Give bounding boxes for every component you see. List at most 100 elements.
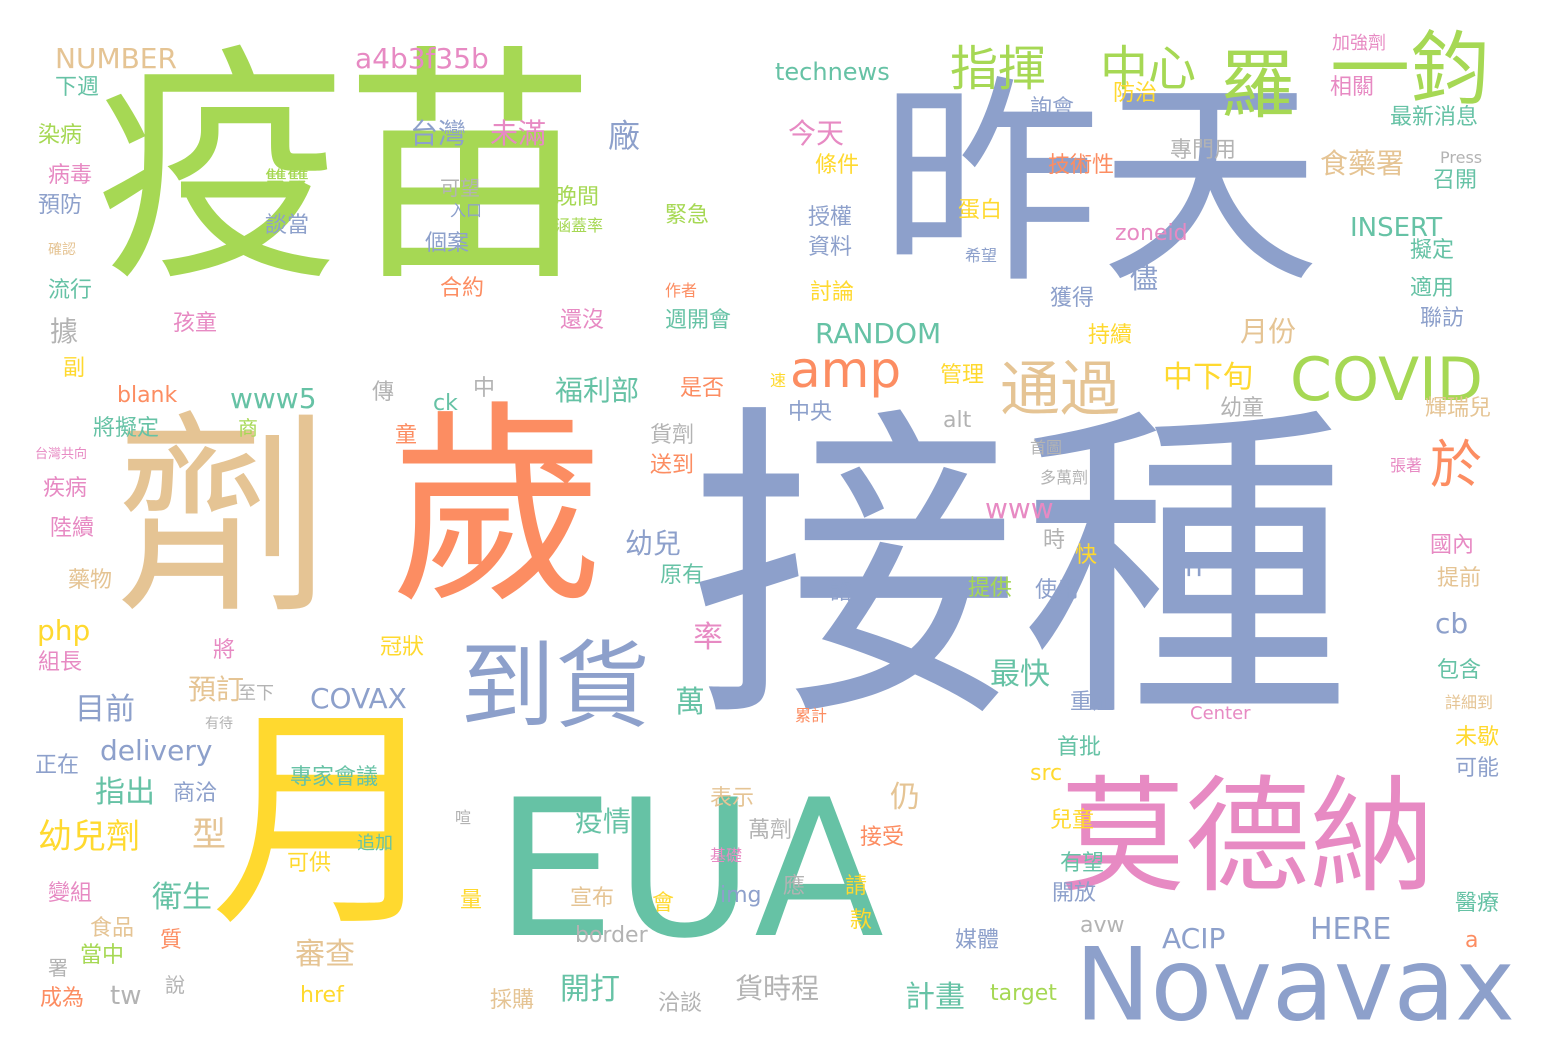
word: 涵蓋率 (555, 216, 604, 235)
word: 可供 (287, 851, 332, 876)
word: 入口 (450, 201, 483, 220)
word: 開放 (1052, 881, 1097, 906)
word: php (37, 614, 91, 647)
word: 成為 (40, 986, 85, 1011)
word: 仍 (890, 780, 920, 815)
word: 食品 (90, 916, 135, 941)
word: 廠 (608, 117, 641, 155)
word: 相關 (1330, 75, 1375, 100)
word: 型 (192, 815, 226, 855)
word: 幼兒劑 (38, 817, 140, 857)
word: 有待 (205, 716, 233, 732)
word: Center (1190, 703, 1251, 724)
word: 莫德納 (1060, 765, 1435, 910)
word: INSERT (1350, 213, 1443, 243)
word: 貨劑 (650, 423, 695, 448)
word: 計畫 (905, 980, 965, 1015)
word: 包含 (1437, 658, 1482, 683)
word: src (1030, 761, 1063, 786)
word: 指揮 (950, 41, 1047, 97)
word: 累計 (795, 706, 828, 725)
word: 雙雙 (265, 168, 310, 193)
word: ACIP (1162, 922, 1226, 955)
word: a4b3f35b (355, 42, 489, 75)
word: 衛生 (152, 880, 212, 915)
word: 未滿 (490, 117, 547, 150)
word: 重症 (1070, 690, 1115, 715)
word: 談當 (265, 213, 310, 238)
word: 將擬定 (93, 416, 160, 441)
word: COVAX (310, 682, 407, 715)
word: 管理 (940, 363, 985, 388)
word: 昨天 (880, 57, 1321, 313)
word: 量 (460, 888, 483, 913)
word: tw (110, 981, 142, 1011)
word: 孩童 (173, 311, 218, 336)
word: alt (943, 408, 972, 433)
word: 有望 (1060, 851, 1105, 876)
word: target (990, 981, 1057, 1006)
word: 使用 (1035, 578, 1080, 603)
word: 詳細到 (1445, 693, 1494, 712)
word: 送到 (650, 453, 695, 478)
word: 可望 (440, 176, 480, 200)
word: 採購 (490, 988, 535, 1013)
word: HERE (1310, 912, 1392, 947)
word: 希望 (965, 246, 998, 265)
word: border (575, 923, 648, 948)
word: 預防 (38, 193, 83, 218)
word: 至下 (238, 683, 274, 704)
word: Novavax (1075, 926, 1515, 1044)
word: 防治 (1113, 81, 1158, 106)
word: 原有 (660, 563, 705, 588)
word: 目前 (75, 692, 135, 727)
word: 多萬劑 (1040, 468, 1089, 487)
word: 最快 (990, 657, 1050, 692)
word: delivery (100, 734, 213, 767)
word: 陸續 (50, 516, 95, 541)
word: 商 (238, 416, 258, 440)
word: 召開 (1433, 168, 1478, 193)
word: 審查 (295, 937, 355, 972)
word: blank (117, 383, 178, 408)
word: 專門用 (1170, 138, 1237, 163)
word: 條件 (815, 153, 860, 178)
word: 首批 (1057, 735, 1102, 760)
word: 染病 (38, 123, 83, 148)
word: 兒童 (1050, 808, 1095, 833)
word: avw (1080, 913, 1125, 938)
word: 詢會 (1030, 96, 1075, 121)
word: 月份 (1240, 315, 1297, 348)
word: 中下旬 (1163, 360, 1253, 395)
word: 專家會議 (290, 765, 379, 790)
word: 請 (845, 874, 868, 899)
word: 會 (652, 891, 675, 916)
word: 追加 (357, 833, 393, 854)
word: 劑 (115, 392, 330, 643)
word: 技術性 (1048, 153, 1115, 178)
word: 個案 (425, 231, 470, 256)
word: 預訂 (188, 673, 245, 706)
word: 持續 (1088, 323, 1133, 348)
word: 獲得 (1050, 286, 1095, 311)
word: 冠狀 (380, 635, 425, 660)
word: 開打 (560, 972, 620, 1007)
word: 將 (213, 638, 236, 663)
word: 聯訪 (1420, 306, 1465, 331)
word: 宣布 (570, 886, 615, 911)
word: 首圖 (1030, 438, 1063, 457)
word: 率 (693, 620, 723, 655)
word: 晚間 (555, 185, 600, 210)
word: Press (1440, 148, 1483, 167)
word: 接種 (690, 378, 1350, 762)
word: 通過 (1000, 355, 1120, 425)
word: 適用 (1410, 276, 1455, 301)
word: zoneid (1115, 221, 1188, 246)
word: 食藥署 (1320, 147, 1405, 180)
word: 週開會 (665, 308, 732, 333)
word: www5 (230, 382, 317, 415)
word: 可能 (1455, 756, 1500, 781)
word: 速 (770, 371, 787, 390)
word: a (1465, 928, 1479, 953)
